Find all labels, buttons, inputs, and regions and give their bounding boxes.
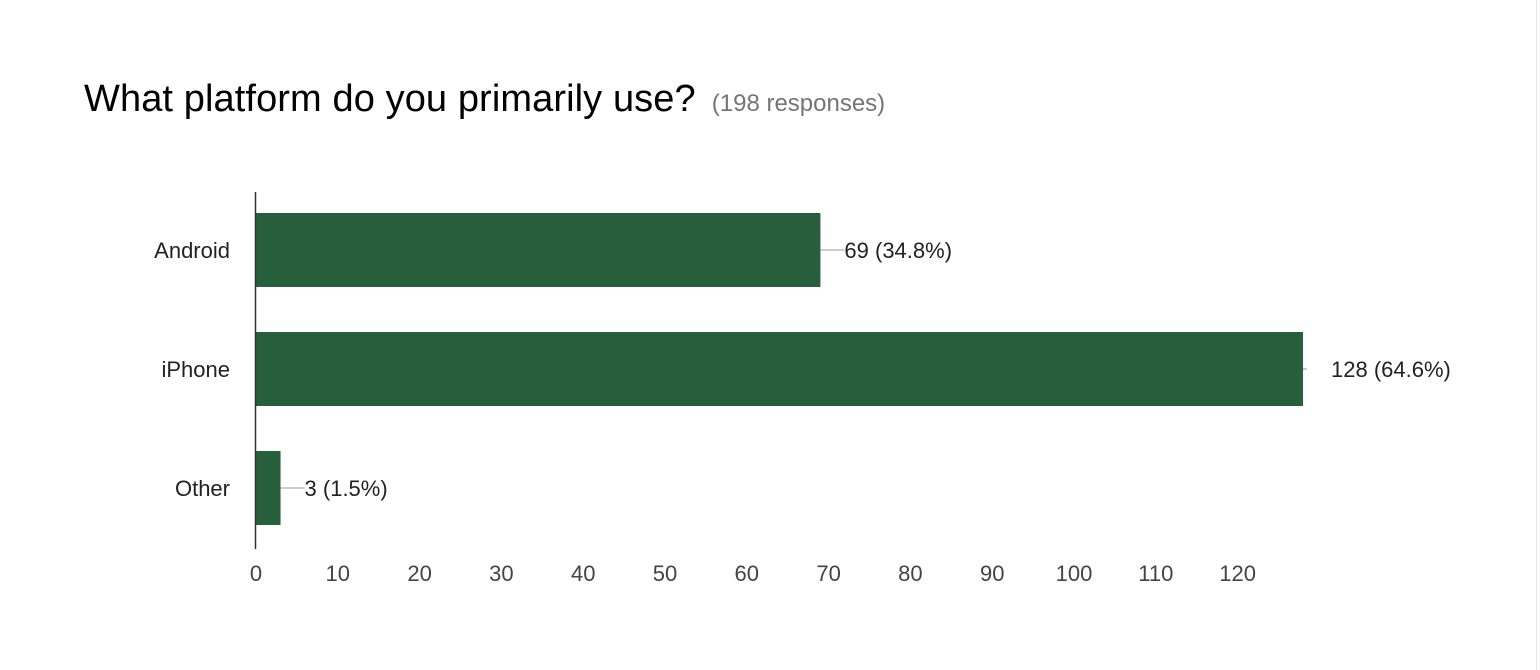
response-count: (198 responses) — [711, 90, 886, 117]
category-label-android: Android — [154, 238, 230, 263]
x-tick-label: 110 — [1138, 561, 1173, 586]
bar-android — [256, 213, 821, 287]
bar-other — [256, 451, 281, 525]
x-tick-label: 10 — [326, 561, 350, 586]
x-tick-label: 120 — [1219, 561, 1256, 586]
x-tick-label: 50 — [653, 561, 677, 586]
x-tick-label: 70 — [816, 561, 840, 586]
question-title: What platform do you primarily use? — [84, 78, 696, 120]
connectors-layer — [280, 249, 1308, 489]
value-label-other: 3 (1.5%) — [305, 476, 388, 501]
x-tick-label: 40 — [571, 561, 595, 586]
x-tick-label: 90 — [980, 561, 1004, 586]
x-tick-label: 0 — [250, 561, 262, 586]
x-tick-label: 60 — [735, 561, 759, 586]
labels-layer: Android 69 (34.8%) iPhone 128 (64.6%) Other 3… — [154, 238, 1451, 501]
x-tick-label: 100 — [1056, 561, 1093, 586]
x-tick-label: 80 — [898, 561, 922, 586]
value-label-android: 69 (34.8%) — [844, 238, 952, 263]
bars-layer — [256, 213, 1304, 525]
value-label-iphone: 128 (64.6%) — [1331, 357, 1451, 382]
x-tick-label: 20 — [407, 561, 431, 586]
question-header: What platform do you primarily use? (198… — [84, 78, 885, 121]
x-tick-label: 30 — [489, 561, 513, 586]
bar-iphone — [256, 332, 1304, 406]
category-label-iphone: iPhone — [161, 357, 230, 382]
category-label-other: Other — [175, 476, 230, 501]
x-axis-ticks: 0 10 20 30 40 50 60 70 80 90 100 110 120 — [250, 561, 1256, 586]
